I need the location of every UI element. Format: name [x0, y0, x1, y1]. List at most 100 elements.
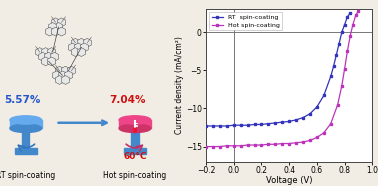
- Polygon shape: [56, 76, 64, 84]
- RT  spin-coating: [280, 121, 285, 123]
- RT  spin-coating: [204, 125, 208, 127]
- RT  spin-coating: [331, 65, 336, 68]
- Polygon shape: [36, 48, 44, 57]
- Ellipse shape: [10, 124, 42, 132]
- Polygon shape: [64, 71, 73, 80]
- RT  spin-coating: [259, 123, 264, 126]
- RT  spin-coating: [294, 119, 298, 121]
- Hot spin-coating: [301, 141, 305, 143]
- Polygon shape: [51, 27, 60, 36]
- Ellipse shape: [119, 124, 151, 132]
- Hot spin-coating: [218, 145, 222, 148]
- Hot spin-coating: [225, 145, 229, 147]
- Hot spin-coating: [252, 144, 257, 146]
- Hot spin-coating: [314, 136, 319, 139]
- Hot spin-coating: [294, 142, 298, 144]
- Hot spin-coating: [231, 145, 236, 147]
- Hot spin-coating: [356, 10, 361, 12]
- RT  spin-coating: [245, 124, 250, 126]
- Hot spin-coating: [204, 145, 208, 148]
- Hot spin-coating: [339, 84, 344, 87]
- Hot spin-coating: [351, 23, 355, 26]
- Polygon shape: [57, 18, 66, 27]
- Hot spin-coating: [342, 68, 347, 70]
- RT  spin-coating: [231, 124, 236, 126]
- X-axis label: Voltage (V): Voltage (V): [266, 176, 313, 185]
- Hot spin-coating: [245, 144, 250, 146]
- RT  spin-coating: [334, 54, 339, 56]
- RT  spin-coating: [211, 125, 215, 127]
- RT  spin-coating: [314, 106, 319, 108]
- Y-axis label: Current density (mA/cm²): Current density (mA/cm²): [175, 37, 184, 134]
- Polygon shape: [53, 71, 60, 80]
- Polygon shape: [51, 18, 60, 27]
- Polygon shape: [77, 38, 85, 47]
- Text: 7.04%: 7.04%: [109, 95, 146, 105]
- Bar: [119, 120, 151, 128]
- Legend: RT  spin-coating, Hot spin-coating: RT spin-coating, Hot spin-coating: [209, 12, 282, 31]
- Text: Hot spin-coating: Hot spin-coating: [103, 171, 167, 180]
- Bar: [15, 148, 37, 154]
- Polygon shape: [80, 43, 88, 52]
- Hot spin-coating: [335, 103, 340, 106]
- RT  spin-coating: [301, 116, 305, 119]
- Polygon shape: [42, 57, 50, 66]
- Polygon shape: [51, 52, 59, 61]
- Ellipse shape: [10, 116, 42, 124]
- Bar: [132, 127, 138, 149]
- Polygon shape: [48, 23, 57, 31]
- Polygon shape: [74, 43, 82, 52]
- Polygon shape: [48, 48, 56, 57]
- Polygon shape: [56, 66, 64, 75]
- Hot spin-coating: [211, 145, 215, 148]
- RT  spin-coating: [266, 123, 271, 125]
- Line: RT  spin-coating: RT spin-coating: [205, 12, 352, 127]
- Hot spin-coating: [322, 132, 326, 134]
- RT  spin-coating: [342, 23, 347, 26]
- Hot spin-coating: [308, 139, 312, 142]
- RT  spin-coating: [239, 124, 243, 126]
- Polygon shape: [45, 52, 53, 61]
- Text: 5.57%: 5.57%: [4, 95, 40, 105]
- RT  spin-coating: [308, 113, 312, 115]
- RT  spin-coating: [322, 94, 326, 97]
- Polygon shape: [54, 23, 63, 31]
- Polygon shape: [77, 48, 85, 57]
- Ellipse shape: [119, 116, 151, 124]
- RT  spin-coating: [345, 16, 350, 18]
- RT  spin-coating: [225, 125, 229, 127]
- Hot spin-coating: [348, 35, 352, 37]
- Text: RT spin-coating: RT spin-coating: [0, 171, 56, 180]
- Polygon shape: [45, 27, 54, 36]
- Bar: [10, 120, 42, 128]
- Hot spin-coating: [273, 143, 277, 145]
- Hot spin-coating: [259, 144, 264, 146]
- RT  spin-coating: [252, 123, 257, 126]
- Hot spin-coating: [266, 143, 271, 145]
- RT  spin-coating: [348, 12, 352, 14]
- Hot spin-coating: [239, 145, 243, 147]
- Bar: [22, 127, 29, 149]
- RT  spin-coating: [339, 31, 344, 33]
- Polygon shape: [57, 27, 66, 36]
- Polygon shape: [42, 48, 50, 57]
- Polygon shape: [59, 71, 67, 80]
- RT  spin-coating: [273, 122, 277, 124]
- Text: 60°C: 60°C: [123, 152, 147, 161]
- RT  spin-coating: [328, 75, 333, 78]
- Polygon shape: [68, 43, 76, 52]
- Hot spin-coating: [287, 142, 291, 145]
- Polygon shape: [71, 38, 79, 47]
- RT  spin-coating: [287, 120, 291, 123]
- Polygon shape: [71, 48, 79, 57]
- Hot spin-coating: [328, 123, 333, 125]
- Polygon shape: [83, 38, 91, 47]
- RT  spin-coating: [337, 42, 341, 45]
- Line: Hot spin-coating: Hot spin-coating: [205, 9, 360, 148]
- Polygon shape: [39, 52, 47, 61]
- Polygon shape: [48, 57, 56, 66]
- Polygon shape: [61, 66, 70, 75]
- Polygon shape: [61, 76, 70, 84]
- Polygon shape: [67, 66, 76, 75]
- Ellipse shape: [133, 128, 136, 132]
